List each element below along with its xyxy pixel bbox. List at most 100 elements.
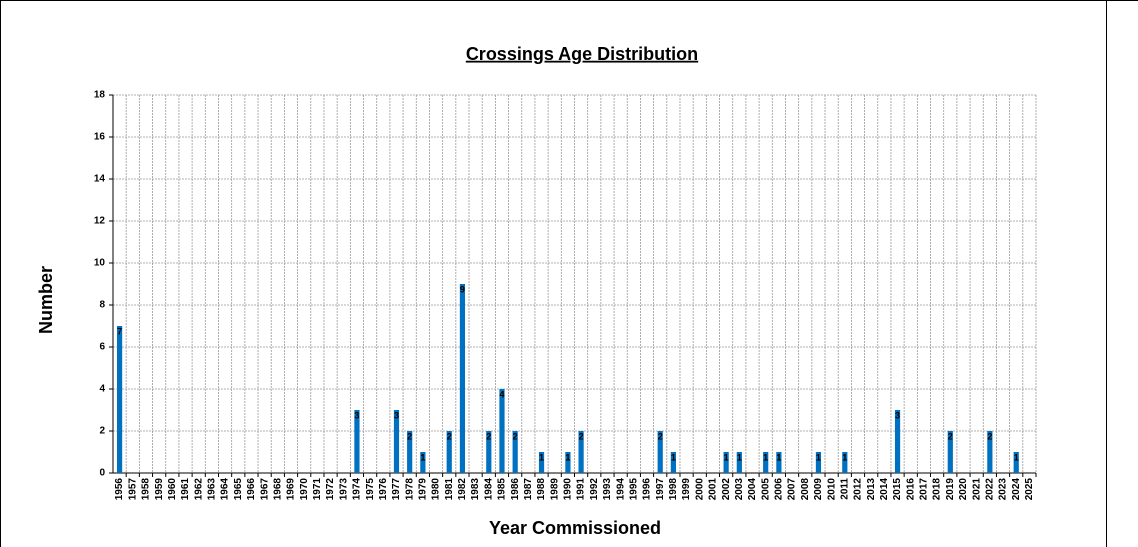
data-label: 2 bbox=[658, 431, 663, 441]
x-tick-label: 1961 bbox=[180, 478, 191, 501]
data-label: 1 bbox=[816, 452, 821, 462]
x-tick-label: 1986 bbox=[510, 478, 521, 501]
bar bbox=[763, 452, 769, 473]
data-label: 7 bbox=[117, 326, 122, 336]
x-tick-label: 2017 bbox=[919, 478, 930, 501]
x-tick-label: 1989 bbox=[549, 478, 560, 501]
x-tick-label: 1967 bbox=[259, 478, 270, 501]
y-tick-label: 4 bbox=[99, 384, 105, 395]
x-tick-label: 2021 bbox=[971, 478, 982, 501]
data-label: 1 bbox=[737, 452, 742, 462]
bar bbox=[657, 431, 663, 473]
x-tick-label: 1971 bbox=[312, 478, 323, 501]
data-label: 1 bbox=[842, 452, 847, 462]
x-tick-label: 1990 bbox=[563, 478, 574, 501]
y-tick-label: 0 bbox=[99, 468, 105, 479]
chart-title: Crossings Age Distribution bbox=[466, 44, 698, 64]
x-tick-label: 1969 bbox=[286, 478, 297, 501]
x-tick-label: 1997 bbox=[655, 478, 666, 501]
data-label: 2 bbox=[486, 431, 491, 441]
bar bbox=[723, 452, 729, 473]
x-tick-label: 2006 bbox=[774, 478, 785, 501]
x-tick-label: 1979 bbox=[418, 478, 429, 501]
x-tick-label: 1970 bbox=[299, 478, 310, 501]
bar bbox=[670, 452, 676, 473]
data-label: 1 bbox=[1014, 452, 1019, 462]
y-tick-label: 6 bbox=[99, 342, 105, 353]
x-tick-label: 1965 bbox=[233, 478, 244, 501]
x-tick-label: 1962 bbox=[193, 478, 204, 501]
data-label: 1 bbox=[420, 452, 425, 462]
y-tick-label: 14 bbox=[94, 174, 106, 185]
data-label: 3 bbox=[354, 410, 359, 420]
bar bbox=[894, 410, 901, 473]
bar bbox=[486, 431, 492, 473]
x-tick-label: 2009 bbox=[813, 478, 824, 501]
bar bbox=[565, 452, 571, 473]
x-tick-label: 1996 bbox=[642, 478, 653, 501]
bar bbox=[947, 431, 953, 473]
y-tick-label: 18 bbox=[94, 90, 106, 101]
x-tick-label: 1966 bbox=[246, 478, 257, 501]
x-tick-label: 2000 bbox=[694, 478, 705, 501]
bar bbox=[842, 452, 848, 473]
x-tick-label: 1956 bbox=[114, 478, 125, 501]
x-tick-label: 2005 bbox=[760, 478, 771, 501]
bar bbox=[776, 452, 782, 473]
x-tick-label: 1974 bbox=[352, 478, 363, 501]
x-tick-label: 1999 bbox=[681, 478, 692, 501]
x-tick-label: 1982 bbox=[457, 478, 468, 501]
data-label: 2 bbox=[513, 431, 518, 441]
x-tick-label: 1992 bbox=[589, 478, 600, 501]
x-tick-label: 2025 bbox=[1024, 478, 1035, 501]
bar bbox=[420, 452, 426, 473]
data-label: 2 bbox=[407, 431, 412, 441]
data-label: 4 bbox=[499, 389, 504, 399]
x-tick-label: 1957 bbox=[127, 478, 138, 501]
x-tick-label: 2014 bbox=[879, 478, 890, 501]
bar bbox=[512, 431, 518, 473]
x-tick-label: 1973 bbox=[338, 478, 349, 501]
bar bbox=[815, 452, 822, 473]
x-tick-label: 2022 bbox=[984, 478, 995, 501]
data-label: 3 bbox=[394, 410, 399, 420]
y-axis-label: Number bbox=[36, 266, 56, 334]
x-tick-label: 1978 bbox=[404, 478, 415, 501]
x-tick-label: 2013 bbox=[866, 478, 877, 501]
x-tick-label: 2007 bbox=[787, 478, 798, 501]
x-tick-label: 1958 bbox=[141, 478, 152, 501]
bar bbox=[393, 410, 400, 473]
y-tick-label: 16 bbox=[94, 132, 106, 143]
bar bbox=[446, 431, 452, 473]
x-tick-label: 2004 bbox=[747, 478, 758, 501]
x-tick-label: 1964 bbox=[220, 478, 231, 501]
x-tick-label: 1998 bbox=[668, 478, 679, 501]
bar bbox=[459, 284, 466, 473]
data-label: 9 bbox=[460, 284, 465, 294]
x-tick-label: 2011 bbox=[839, 478, 850, 500]
data-label: 1 bbox=[776, 452, 781, 462]
x-tick-label: 2003 bbox=[734, 478, 745, 501]
data-label: 1 bbox=[539, 452, 544, 462]
x-tick-label: 2024 bbox=[1011, 478, 1022, 501]
bar bbox=[538, 452, 545, 473]
x-tick-label: 2002 bbox=[721, 478, 732, 501]
bar bbox=[736, 452, 742, 473]
bar bbox=[354, 410, 360, 473]
x-tick-label: 1980 bbox=[431, 478, 442, 501]
x-tick-label: 2020 bbox=[958, 478, 969, 501]
bar bbox=[987, 431, 993, 473]
data-label: 2 bbox=[948, 431, 953, 441]
y-tick-label: 2 bbox=[99, 426, 105, 437]
data-label: 1 bbox=[565, 452, 570, 462]
x-tick-label: 2015 bbox=[892, 478, 903, 501]
x-tick-label: 1976 bbox=[378, 478, 389, 501]
x-tick-label: 1972 bbox=[325, 478, 336, 501]
bar bbox=[116, 326, 123, 473]
x-tick-label: 1968 bbox=[272, 478, 283, 501]
x-tick-label: 1995 bbox=[628, 478, 639, 501]
data-label: 1 bbox=[763, 452, 768, 462]
bar bbox=[407, 431, 413, 473]
x-tick-label: 1984 bbox=[483, 478, 494, 501]
